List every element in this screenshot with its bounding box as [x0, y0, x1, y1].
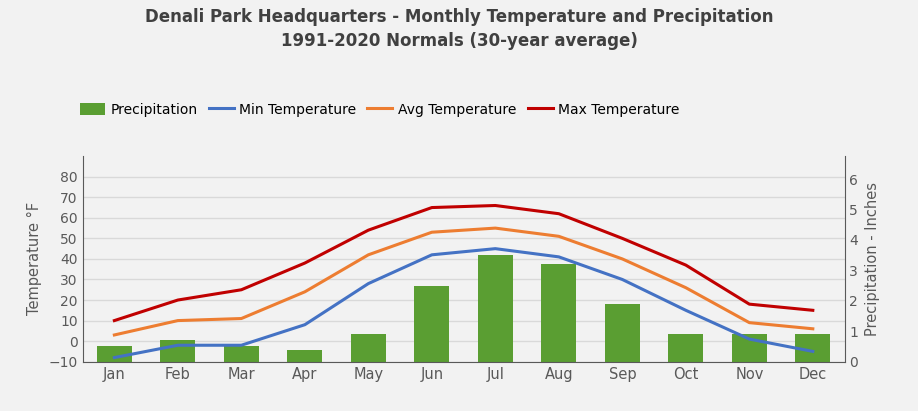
Bar [351, 334, 386, 362]
Bar [414, 286, 449, 362]
Y-axis label: Temperature °F: Temperature °F [27, 202, 41, 316]
Bar [224, 346, 259, 362]
Bar [287, 349, 322, 362]
Bar [668, 334, 703, 362]
Bar [542, 264, 577, 362]
Bar [97, 346, 132, 362]
Bar [795, 334, 830, 362]
Bar [161, 340, 196, 362]
Text: Denali Park Headquarters - Monthly Temperature and Precipitation
1991-2020 Norma: Denali Park Headquarters - Monthly Tempe… [145, 8, 773, 50]
Bar [732, 334, 767, 362]
Bar [605, 304, 640, 362]
Legend: Precipitation, Min Temperature, Avg Temperature, Max Temperature: Precipitation, Min Temperature, Avg Temp… [74, 97, 685, 122]
Bar [478, 255, 513, 362]
Y-axis label: Precipitation - Inches: Precipitation - Inches [866, 182, 880, 336]
